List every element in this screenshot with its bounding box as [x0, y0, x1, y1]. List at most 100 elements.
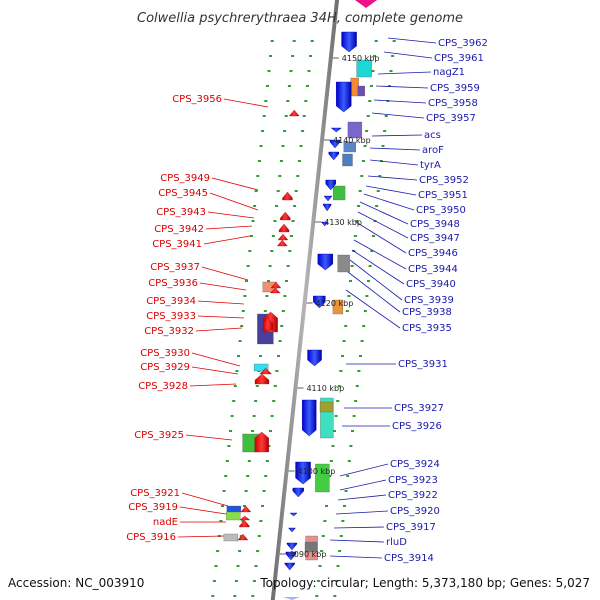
grid-dot [269, 430, 272, 432]
grid-dot [265, 85, 269, 87]
reverse-gene-arrow [269, 287, 281, 294]
grid-dot [225, 460, 229, 462]
grid-dot [222, 490, 226, 492]
grid-dot [289, 70, 293, 72]
grid-dot [211, 595, 215, 597]
forward-gene-arrow [328, 151, 339, 161]
leader-line [179, 506, 227, 515]
map-title: Colwellia psychrerythraea 34H, complete … [137, 11, 463, 26]
grid-dot [273, 385, 277, 387]
leader-line [337, 494, 387, 501]
feature-box [226, 505, 242, 513]
grid-dot [333, 595, 337, 597]
grid-dot [370, 250, 374, 252]
forward-gene-label: CPS_3914 [384, 553, 434, 564]
leader-line [367, 175, 418, 181]
grid-dot [224, 475, 228, 477]
grid-dot [270, 40, 274, 42]
forward-gene-label: CPS_3952 [419, 175, 469, 186]
grid-dot [305, 85, 309, 87]
leader-line [351, 249, 405, 285]
grid-dot [365, 295, 369, 297]
forward-gene-label: CPS_3935 [402, 323, 452, 334]
forward-gene-label: nagZ1 [433, 67, 465, 78]
grid-dot [283, 130, 287, 132]
grid-dot [230, 415, 234, 417]
leader-line [209, 192, 259, 211]
reverse-gene-label: CPS_3945 [158, 188, 208, 199]
grid-dot [246, 475, 250, 477]
grid-dot [234, 580, 238, 582]
grid-dot [321, 535, 325, 537]
leader-line [191, 366, 239, 375]
grid-dot [219, 520, 223, 522]
grid-dot [243, 295, 247, 297]
grid-dot [357, 205, 361, 207]
grid-dot [248, 250, 252, 252]
grid-dot [293, 205, 297, 207]
grid-dot [244, 490, 248, 492]
grid-dot [243, 505, 246, 507]
forward-gene-arrow [302, 399, 317, 437]
grid-dot [369, 85, 373, 87]
reverse-gene-label: CPS_3925 [134, 430, 184, 441]
forward-gene-label: CPS_3947 [410, 233, 460, 244]
grid-dot [360, 175, 364, 177]
grid-dot [253, 205, 257, 207]
grid-dot [328, 475, 332, 477]
grid-dot [383, 130, 387, 132]
reverse-gene-arrow [277, 233, 289, 241]
grid-dot [237, 355, 240, 357]
grid-dot [256, 550, 260, 552]
grid-dot [350, 265, 354, 267]
grid-dot [352, 415, 356, 417]
grid-dot [289, 235, 293, 237]
grid-dot [296, 175, 300, 177]
forward-gene-label: CPS_3923 [388, 475, 438, 486]
grid-dot [291, 55, 295, 57]
forward-gene-arrow [341, 31, 357, 53]
grid-dot [334, 580, 338, 582]
grid-dot [344, 490, 348, 492]
leader-line [181, 492, 229, 507]
grid-dot [254, 190, 258, 192]
forward-gene-arrow [289, 512, 298, 517]
leader-line [345, 289, 401, 329]
scale-tick-label: 4150 kbp [342, 54, 380, 63]
grid-dot [281, 145, 285, 147]
scale-tick-label: 4100 kbp [298, 467, 336, 476]
leader-line [369, 159, 419, 166]
grid-dot [336, 565, 340, 567]
grid-dot [275, 205, 279, 207]
grid-dot [355, 220, 359, 222]
forward-gene-label: CPS_3926 [392, 421, 442, 432]
scale-tick-label: 4110 kbp [306, 384, 344, 393]
reverse-gene-label: CPS_3941 [152, 239, 202, 250]
leader-line [329, 555, 383, 559]
feature-box [253, 363, 269, 372]
grid-dot [272, 400, 276, 402]
grid-dot [367, 280, 370, 282]
grid-dot [273, 220, 277, 222]
grid-dot [389, 70, 393, 72]
forward-gene-label: CPS_3962 [438, 38, 488, 49]
grid-dot [325, 505, 328, 507]
reverse-gene-arrow [280, 211, 291, 221]
grid-dot [339, 535, 343, 537]
grid-dot [256, 175, 260, 177]
labels-layer: 4150 kbp 4140 kbp 4130 kbp 4120 kbp 4110 kbp… [126, 38, 488, 564]
reverse-gene-label: CPS_3936 [148, 278, 198, 289]
forward-gene-label: tyrA [420, 160, 441, 171]
grid-dot [251, 220, 255, 222]
reverse-gene-arrow [254, 373, 270, 385]
grid-dot [342, 340, 346, 342]
grid-dot [291, 220, 295, 222]
reverse-gene-label: CPS_3921 [130, 488, 180, 499]
grid-dot [371, 235, 375, 237]
reverse-gene-label: nadE [153, 517, 178, 528]
forward-gene-arrow [330, 127, 342, 133]
grid-dot [368, 265, 372, 267]
grid-dot [381, 145, 385, 147]
grid-dot [316, 580, 320, 582]
grid-dot [387, 85, 391, 87]
